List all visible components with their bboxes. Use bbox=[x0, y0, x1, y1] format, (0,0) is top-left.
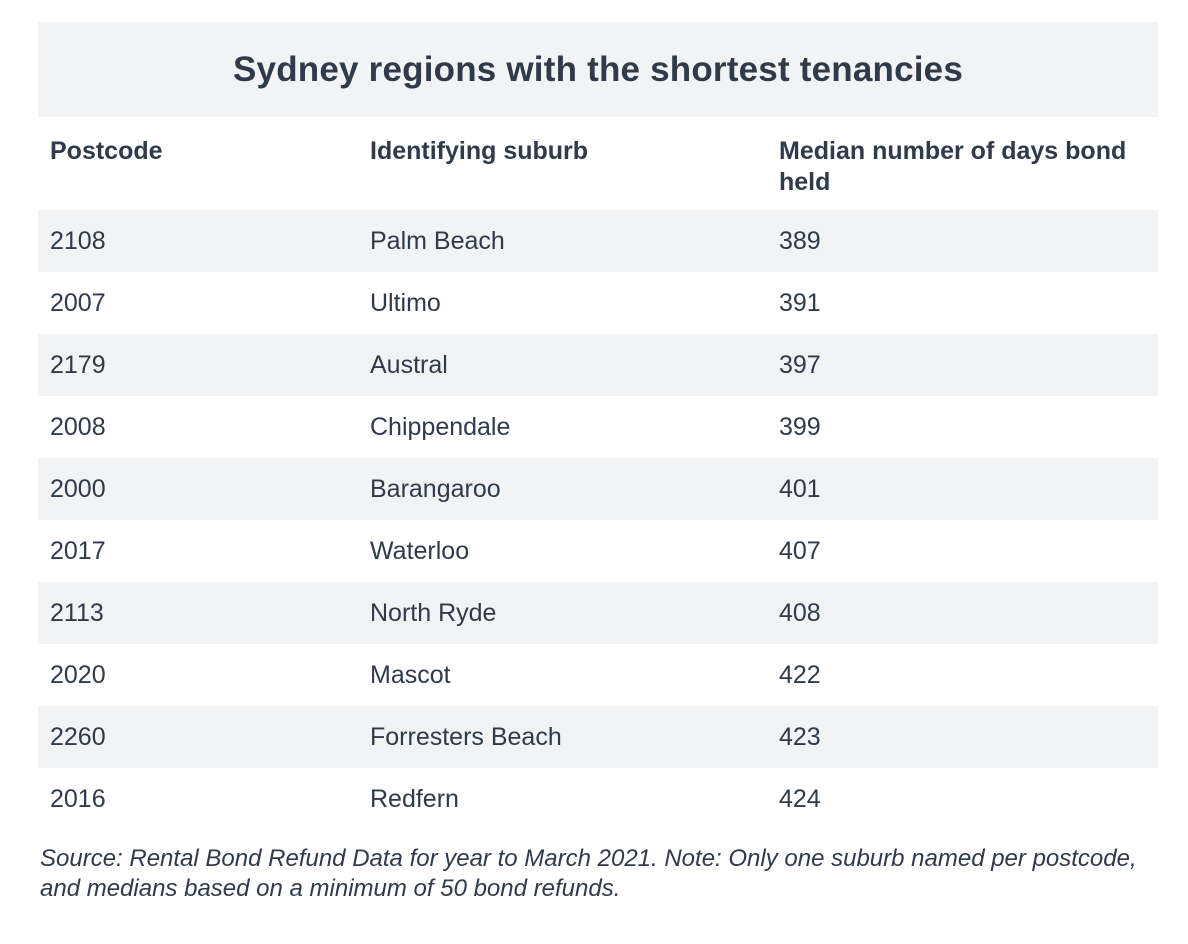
table-row: 2000 Barangaroo 401 bbox=[38, 458, 1158, 520]
cell-postcode: 2113 bbox=[50, 598, 104, 627]
cell-postcode: 2260 bbox=[50, 722, 106, 751]
cell-median-days: 397 bbox=[779, 350, 821, 379]
cell-suburb: Barangaroo bbox=[370, 474, 501, 503]
cell-suburb: Redfern bbox=[370, 784, 459, 813]
header-postcode: Postcode bbox=[50, 137, 163, 165]
cell-suburb: Palm Beach bbox=[370, 226, 505, 255]
cell-postcode: 2000 bbox=[50, 474, 106, 503]
table-row: 2260 Forresters Beach 423 bbox=[38, 706, 1158, 768]
cell-median-days: 407 bbox=[779, 536, 821, 565]
source-note: Source: Rental Bond Refund Data for year… bbox=[40, 845, 1137, 902]
table-row: 2108 Palm Beach 389 bbox=[38, 210, 1158, 272]
header-suburb: Identifying suburb bbox=[370, 137, 589, 165]
cell-postcode: 2108 bbox=[50, 226, 106, 255]
cell-suburb: Forresters Beach bbox=[370, 722, 562, 751]
table-row: 2008 Chippendale 399 bbox=[38, 396, 1158, 458]
table-title-bar: Sydney regions with the shortest tenanci… bbox=[38, 22, 1158, 117]
cell-median-days: 391 bbox=[779, 288, 821, 317]
cell-median-days: 408 bbox=[779, 598, 821, 627]
cell-median-days: 389 bbox=[779, 226, 821, 255]
cell-suburb: Mascot bbox=[370, 660, 451, 689]
cell-postcode: 2007 bbox=[50, 288, 106, 317]
cell-suburb: Waterloo bbox=[370, 536, 470, 565]
table-row: 2020 Mascot 422 bbox=[38, 644, 1158, 706]
header-median-days: Median number of days bond held bbox=[779, 137, 1127, 196]
cell-median-days: 424 bbox=[779, 784, 821, 813]
table-header-row: Postcode Identifying suburb Median numbe… bbox=[38, 117, 1158, 210]
cell-postcode: 2017 bbox=[50, 536, 106, 565]
table-row: 2007 Ultimo 391 bbox=[38, 272, 1158, 334]
cell-median-days: 423 bbox=[779, 722, 821, 751]
cell-suburb: Ultimo bbox=[370, 288, 441, 317]
cell-suburb: Chippendale bbox=[370, 412, 511, 441]
cell-postcode: 2020 bbox=[50, 660, 106, 689]
table-row: 2113 North Ryde 408 bbox=[38, 582, 1158, 644]
cell-median-days: 422 bbox=[779, 660, 821, 689]
cell-postcode: 2016 bbox=[50, 784, 106, 813]
table-row: 2017 Waterloo 407 bbox=[38, 520, 1158, 582]
cell-suburb: Austral bbox=[370, 350, 448, 379]
table-row: 2179 Austral 397 bbox=[38, 334, 1158, 396]
tenancy-table: Sydney regions with the shortest tenanci… bbox=[38, 22, 1158, 830]
table-title: Sydney regions with the shortest tenanci… bbox=[233, 49, 963, 89]
cell-postcode: 2179 bbox=[50, 350, 106, 379]
cell-median-days: 401 bbox=[779, 474, 821, 503]
cell-suburb: North Ryde bbox=[370, 598, 497, 627]
cell-postcode: 2008 bbox=[50, 412, 106, 441]
cell-median-days: 399 bbox=[779, 412, 821, 441]
table-row: 2016 Redfern 424 bbox=[38, 768, 1158, 830]
